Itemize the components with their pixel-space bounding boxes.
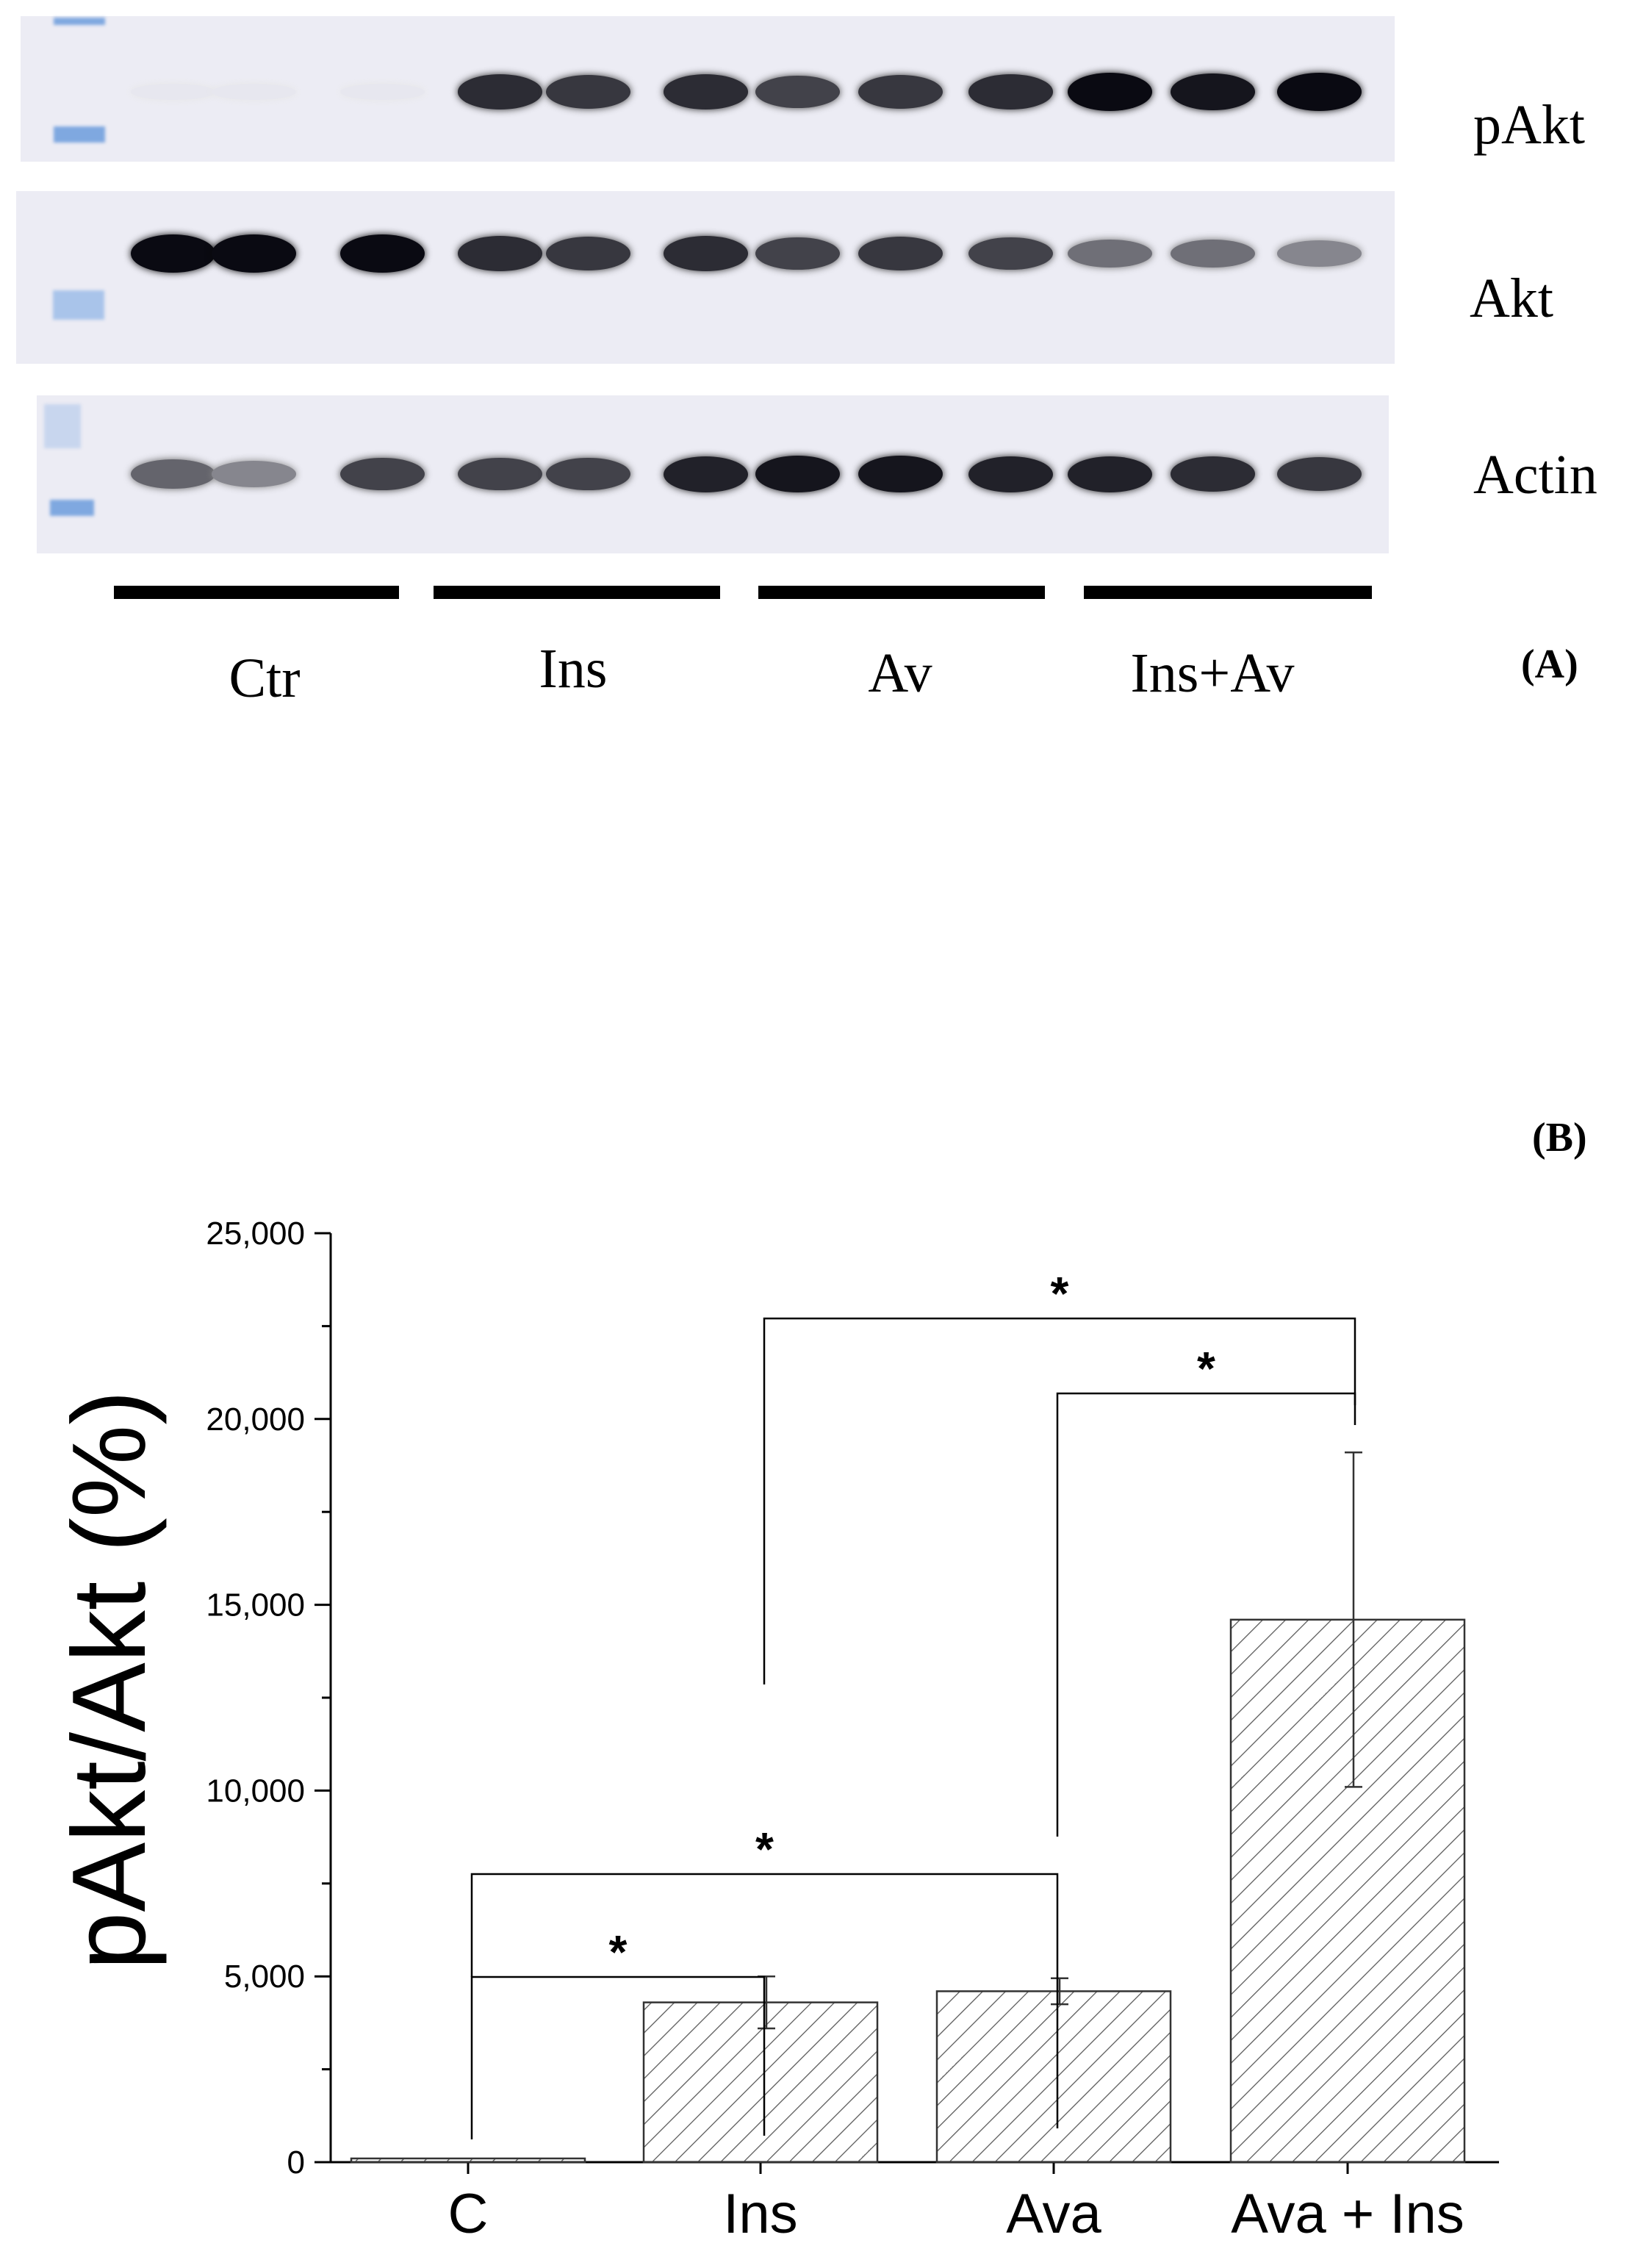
significance-bracket: [470, 1873, 1059, 2128]
akt-band: [663, 236, 748, 271]
y-tick-label: 20,000: [206, 1402, 305, 1438]
y-tick-label: 5,000: [224, 1959, 305, 1995]
significance-star: *: [1197, 1342, 1215, 1395]
group-label-ins-av: Ins+Av: [1130, 642, 1295, 704]
y-tick-label: 0: [287, 2145, 305, 2181]
akt-band: [130, 234, 215, 273]
akt-band: [755, 237, 840, 270]
akt-band: [1276, 240, 1362, 267]
significance-star: *: [609, 1926, 628, 1978]
ladder-marker: [50, 500, 94, 516]
pakt-band: [755, 75, 840, 109]
actin-band: [339, 457, 425, 491]
actin-band: [457, 457, 542, 491]
pakt-band: [1170, 73, 1255, 111]
akt-band: [1170, 239, 1255, 268]
pakt-band: [130, 83, 215, 101]
akt-band: [1067, 239, 1152, 268]
akt-band: [339, 234, 425, 273]
bar: [935, 1990, 1172, 2164]
y-axis-label: pAkt/Akt (%): [51, 1390, 168, 1970]
panel-label-a: (A): [1521, 642, 1578, 687]
blot-label-akt: Akt: [1470, 268, 1553, 329]
actin-band: [130, 459, 215, 489]
actin-band: [1170, 456, 1255, 492]
y-tick-label: 25,000: [206, 1216, 305, 1252]
actin-band: [858, 455, 943, 493]
group-bar-ctr: [114, 586, 399, 599]
actin-band: [968, 456, 1053, 492]
akt-blot-strip: [16, 191, 1395, 364]
akt-band: [968, 237, 1053, 270]
significance-star: *: [755, 1823, 774, 1876]
group-bar-av: [758, 586, 1045, 599]
x-tick-label: Ava: [1006, 2183, 1101, 2245]
x-tick-label: Ins: [723, 2183, 797, 2245]
ladder-marker: [54, 18, 105, 25]
group-bar-ins: [434, 586, 720, 599]
ladder-marker: [44, 404, 81, 448]
pakt-band: [968, 74, 1053, 110]
pakt-blot-strip: [21, 16, 1395, 162]
pakt-band: [1067, 73, 1152, 111]
group-bar-ins-av: [1084, 586, 1372, 599]
significance-bracket: [763, 1317, 1356, 1684]
akt-band: [457, 236, 542, 271]
ladder-marker: [53, 290, 104, 320]
akt-band: [545, 237, 630, 270]
pakt-band: [339, 83, 425, 101]
group-label-ctr: Ctr: [229, 647, 301, 709]
x-tick-label: C: [448, 2183, 489, 2245]
pakt-band: [1276, 73, 1362, 111]
actin-blot-strip: [37, 395, 1389, 553]
actin-band: [755, 455, 840, 493]
pakt-akt-bar-chart: 0 5,000 10,000 15,000 20,000 25,000 C Ins Ava Ava…: [51, 1216, 1499, 2245]
panel-label-b: (B): [1532, 1115, 1587, 1160]
pakt-band: [858, 75, 943, 109]
y-tick-label: 15,000: [206, 1587, 305, 1623]
actin-band: [663, 456, 748, 492]
ladder-marker: [54, 126, 105, 143]
actin-band: [545, 457, 630, 491]
group-label-av: Av: [868, 642, 932, 704]
significance-star: *: [1051, 1267, 1069, 1320]
pakt-band: [211, 83, 296, 101]
actin-band: [211, 461, 296, 487]
pakt-band: [457, 74, 542, 110]
blot-label-actin: Actin: [1473, 444, 1597, 506]
significance-bracket: [470, 1975, 766, 2139]
pakt-band: [663, 74, 748, 110]
akt-band: [858, 237, 943, 270]
blot-label-pakt: pAkt: [1473, 94, 1585, 156]
akt-band: [211, 234, 296, 273]
bar: [350, 2157, 586, 2164]
actin-band: [1276, 457, 1362, 491]
pakt-band: [545, 75, 630, 109]
significance-bracket: [1056, 1392, 1356, 1837]
y-tick-label: 10,000: [206, 1773, 305, 1809]
group-label-ins: Ins: [539, 638, 608, 700]
x-tick-label: Ava + Ins: [1231, 2183, 1464, 2245]
bar: [642, 2001, 879, 2164]
bar: [1229, 1618, 1466, 2164]
actin-band: [1067, 456, 1152, 492]
